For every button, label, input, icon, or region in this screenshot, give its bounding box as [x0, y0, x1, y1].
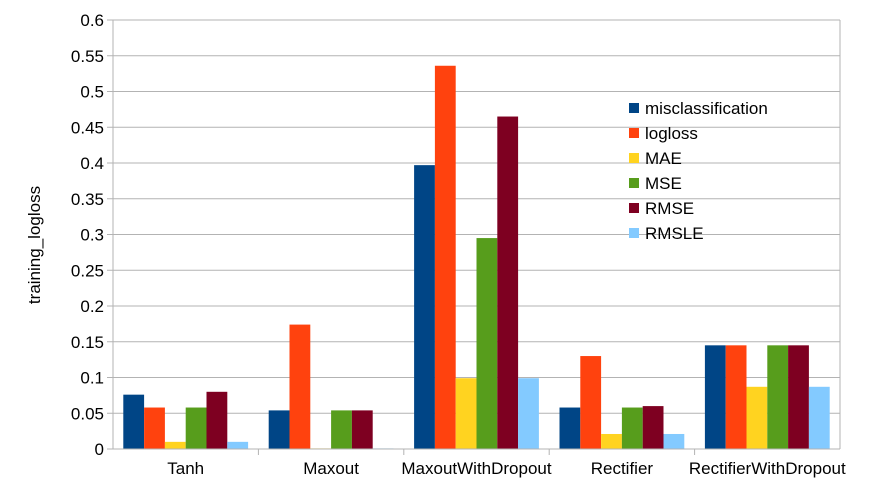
legend-label-misclassification: misclassification [645, 99, 768, 118]
bar-mae-tanh [164, 441, 186, 449]
legend: misclassification logloss MAE MSE RMSE RMSLE [629, 99, 768, 243]
bar-rmse-maxout [351, 410, 373, 449]
legend-swatch-mae [629, 153, 639, 163]
bar-logloss-rectifierwithdropout [725, 345, 747, 449]
legend-swatch-rmsle [629, 228, 639, 238]
bar-mse-rectifierwithdropout [767, 345, 789, 449]
y-tick-label: 0.5 [80, 83, 104, 102]
x-axis-ticks: Tanh Maxout MaxoutWithDropout Rectifier Rect… [167, 459, 846, 478]
axes [112, 20, 841, 455]
x-tick-label: Maxout [303, 459, 359, 478]
y-tick-label: 0 [95, 440, 104, 459]
bar-rmse-rectifierwithdropout [788, 345, 809, 449]
bar-misclassification-rectifier [559, 407, 581, 449]
y-tick-label: 0.15 [71, 333, 104, 352]
legend-swatch-logloss [629, 128, 639, 138]
legend-swatch-misclassification [629, 103, 639, 113]
bar-mae-rectifier [601, 433, 622, 449]
y-tick-label: 0.45 [71, 118, 104, 137]
y-tick-label: 0.55 [71, 47, 104, 66]
bar-mse-tanh [185, 407, 207, 449]
bar-logloss-tanh [144, 407, 165, 449]
legend-label-rmsle: RMSLE [645, 224, 704, 243]
bar-logloss-maxout [289, 324, 311, 449]
bar-logloss-rectifier [580, 356, 602, 449]
bar-misclassification-rectifierwithdropout [704, 345, 726, 449]
bar-rmsle-rectifierwithdropout [808, 386, 830, 449]
bar-rmsle-maxoutwithdropout [518, 378, 539, 449]
bar-mae-rectifierwithdropout [746, 386, 768, 449]
x-tick-label: Rectifier [591, 459, 654, 478]
bar-misclassification-tanh [123, 394, 145, 449]
legend-label-logloss: logloss [645, 124, 698, 143]
legend-label-rmse: RMSE [645, 199, 694, 218]
legend-label-mse: MSE [645, 174, 682, 193]
y-tick-label: 0.6 [80, 11, 104, 30]
x-tick-label: MaxoutWithDropout [401, 459, 552, 478]
bar-rmse-maxoutwithdropout [497, 116, 519, 450]
x-tick-label: RectifierWithDropout [689, 459, 846, 478]
legend-swatch-mse [629, 178, 639, 188]
bar-mse-rectifier [621, 407, 643, 449]
y-tick-label: 0.2 [80, 297, 104, 316]
bar-mse-maxoutwithdropout [476, 238, 498, 449]
y-tick-label: 0.35 [71, 190, 104, 209]
bar-logloss-maxoutwithdropout [434, 65, 456, 449]
bar-misclassification-maxout [268, 410, 290, 449]
bar-rmse-tanh [206, 391, 228, 449]
x-tick-label: Tanh [167, 459, 204, 478]
bar-rmse-rectifier [642, 406, 664, 449]
y-tick-label: 0.1 [80, 369, 104, 388]
y-axis-label: training_logloss [25, 186, 44, 304]
bar-misclassification-maxoutwithdropout [414, 165, 435, 449]
bar-rmsle-tanh [227, 441, 249, 449]
bar-mse-maxout [331, 410, 352, 449]
y-axis-ticks: 0 0.05 0.1 0.15 0.2 0.25 0.3 0.35 0.4 0.45 0.5 0.55… [71, 11, 104, 459]
legend-label-mae: MAE [645, 149, 682, 168]
y-tick-label: 0.25 [71, 261, 104, 280]
y-tick-label: 0.3 [80, 226, 104, 245]
bars [123, 65, 830, 450]
y-tick-label: 0.4 [80, 154, 104, 173]
legend-swatch-rmse [629, 203, 639, 213]
bar-rmsle-rectifier [663, 433, 685, 449]
y-tick-label: 0.05 [71, 404, 104, 423]
bar-mae-maxoutwithdropout [455, 378, 477, 449]
